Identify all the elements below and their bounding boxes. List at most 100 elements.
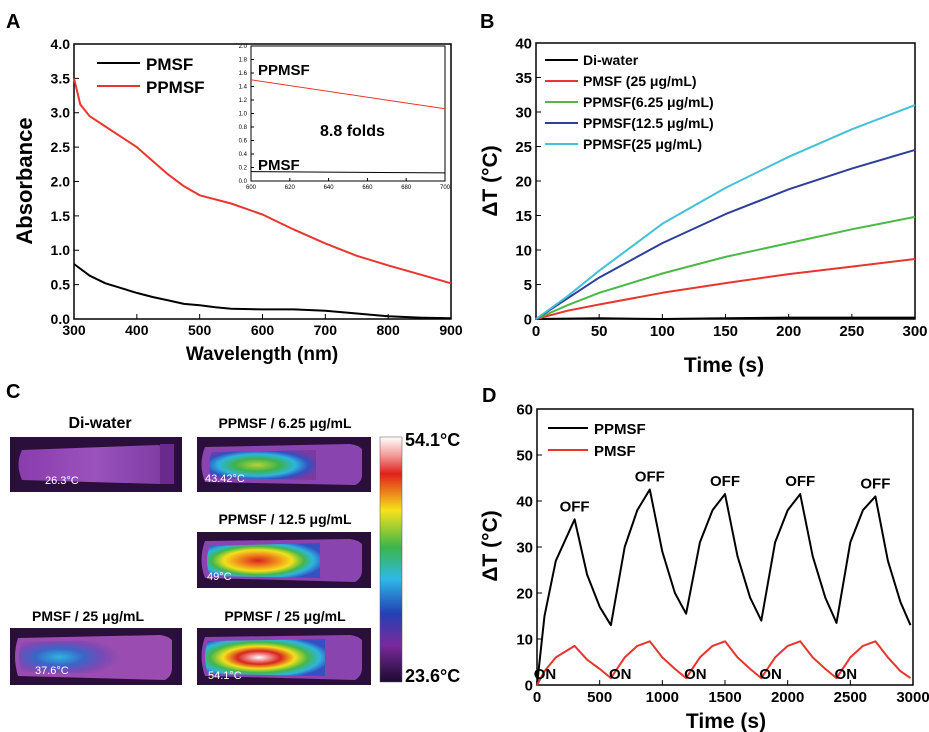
colorbar-max-label: 54.1°C (405, 430, 460, 450)
x-tick-label: 1000 (646, 689, 679, 706)
thermal-image-ppmsf-6 (197, 437, 371, 492)
x-tick-label: 100 (650, 323, 675, 340)
y-tick-label: 1.5 (51, 208, 71, 224)
thermal-temp-di-water: 26.3°C (45, 475, 79, 487)
inset-series (250, 79, 446, 174)
y-tick-label: 2.0 (51, 173, 71, 189)
series-line-2 (535, 215, 916, 320)
x-tick-label: 800 (376, 322, 400, 338)
thermal-temp-ppmsf-25: 54.1°C (208, 670, 242, 682)
panel-c-letter: C (6, 381, 20, 403)
on-annotation: ON (684, 666, 707, 683)
y-tick-label: 10 (515, 242, 532, 259)
legend-label-d-ppmsf: PPMSF (594, 421, 646, 438)
x-tick-label: 400 (125, 322, 149, 338)
panel-b-series (535, 104, 916, 320)
y-tick-label: 1.8 (239, 58, 248, 64)
off-annotation: OFF (860, 475, 890, 492)
y-tick-label: 5 (524, 277, 532, 294)
legend-label-ppmsf-12: PPMSF(12.5 μg/mL) (583, 115, 714, 131)
legend-label-di-water: Di-water (583, 52, 639, 68)
y-tick-label: 10 (516, 631, 533, 648)
thermal-title-di-water: Di-water (68, 415, 131, 432)
series-line-1 (535, 258, 916, 320)
panel-d-letter: D (482, 385, 496, 407)
off-annotation: OFF (560, 498, 590, 515)
panel-a-xlabel: Wavelength (nm) (186, 344, 338, 365)
legend-label-ppmsf-6: PPMSF(6.25 μg/mL) (583, 94, 714, 110)
panel-d-xlabel: Time (s) (686, 710, 766, 732)
series-line-3 (535, 148, 916, 320)
series-line-4 (535, 104, 916, 320)
panel-a-letter: A (6, 11, 20, 33)
x-tick-label: 300 (62, 322, 86, 338)
panel-a-series (73, 78, 452, 320)
x-tick-label: 700 (314, 322, 338, 338)
y-tick-label: 3.0 (51, 105, 71, 121)
y-tick-label: 1.0 (51, 242, 71, 258)
inset-annotation: 8.8 folds (320, 123, 385, 140)
series-line-0 (536, 488, 912, 686)
y-tick-label: 30 (515, 104, 532, 121)
colorbar (379, 436, 403, 683)
panel-a-inset: 600 620 640 660 680 700 0.0 0.2 0.4 0.6 0.8 1.0 1.2 1… (239, 44, 451, 191)
thermal-title-ppmsf-25: PPMSF / 25 μg/mL (224, 608, 346, 624)
y-tick-label: 0.2 (239, 166, 248, 172)
x-tick-label: 640 (324, 185, 335, 191)
x-tick-label: 680 (401, 185, 412, 191)
thermal-image-di-water (10, 437, 182, 492)
x-tick-label: 300 (902, 323, 927, 340)
series-line-0 (73, 263, 452, 320)
panel-d-series (536, 488, 912, 686)
y-tick-label: 2.0 (239, 44, 248, 50)
y-tick-label: 20 (515, 173, 532, 190)
y-tick-label: 1.2 (239, 98, 248, 104)
legend-label-ppmsf-25: PPMSF(25 μg/mL) (583, 136, 702, 152)
panel-d-ticks: 0 500 1000 1500 2000 2500 3000 0 10 20 30 40 50 60 (516, 401, 929, 706)
y-tick-label: 0.4 (239, 152, 248, 158)
x-tick-label: 50 (591, 323, 608, 340)
inset-label-ppmsf: PPMSF (258, 62, 310, 79)
panel-a-ticks: 300 400 500 600 700 800 900 0.0 0.5 1.0 1.5 2.0 2.5 3… (51, 36, 463, 338)
legend-label-pmsf: PMSF (146, 55, 193, 74)
x-tick-label: 600 (251, 322, 275, 338)
inset-ticks: 600 620 640 660 680 700 0.0 0.2 0.4 0.6 0.8 1.0 1.2 1… (239, 44, 451, 191)
x-tick-label: 2500 (834, 689, 867, 706)
y-tick-label: 25 (515, 139, 532, 156)
off-annotation: OFF (635, 469, 665, 486)
panel-c: C Di-water 26.3°C PPMSF / 6.25 μg/mL 43.… (6, 381, 460, 686)
x-tick-label: 900 (439, 322, 463, 338)
legend-label-d-pmsf: PMSF (594, 443, 636, 460)
x-tick-label: 620 (285, 185, 296, 191)
panel-d-annotations: OFF OFF OFF OFF OFF ON ON ON ON ON (534, 469, 891, 684)
y-tick-label: 3.5 (51, 70, 71, 86)
panel-d: D 0 500 1000 1500 2000 2500 30000102030405060 … (479, 385, 929, 732)
x-tick-label: 600 (246, 185, 257, 191)
panel-a-legend: PMSF PPMSF (97, 55, 205, 97)
panel-b-xlabel: Time (s) (684, 354, 764, 377)
panel-a: A 300 400 500 600 700 800 900 0.0 0.5 1.0 1.5 2.0 2.… (6, 11, 463, 365)
x-tick-label: 0 (533, 689, 541, 706)
thermal-image-pmsf-25 (10, 628, 182, 685)
panel-a-ylabel: Absorbance (12, 117, 37, 244)
legend-label-ppmsf: PPMSF (146, 78, 205, 97)
panel-d-legend: PPMSF PMSF (548, 421, 646, 460)
y-tick-label: 1.4 (239, 85, 248, 91)
y-tick-label: 0.8 (239, 125, 248, 131)
on-annotation: ON (835, 666, 858, 683)
x-tick-label: 200 (776, 323, 801, 340)
y-tick-label: 30 (516, 539, 533, 556)
thermal-temp-pmsf-25: 37.6°C (35, 665, 69, 677)
inset-frame (250, 45, 446, 182)
y-tick-label: 35 (515, 70, 532, 87)
on-annotation: ON (759, 666, 782, 683)
series-line-0 (250, 79, 446, 110)
on-annotation: ON (609, 666, 632, 683)
series-line-1 (536, 640, 912, 686)
panel-b-ylabel: ΔT (°C) (479, 145, 502, 216)
x-tick-label: 250 (839, 323, 864, 340)
y-tick-label: 4.0 (51, 36, 71, 52)
y-tick-label: 0.6 (239, 139, 248, 145)
panel-b-legend: Di-water PMSF (25 μg/mL) PPMSF(6.25 μg/m… (545, 52, 714, 152)
x-tick-label: 1500 (708, 689, 741, 706)
